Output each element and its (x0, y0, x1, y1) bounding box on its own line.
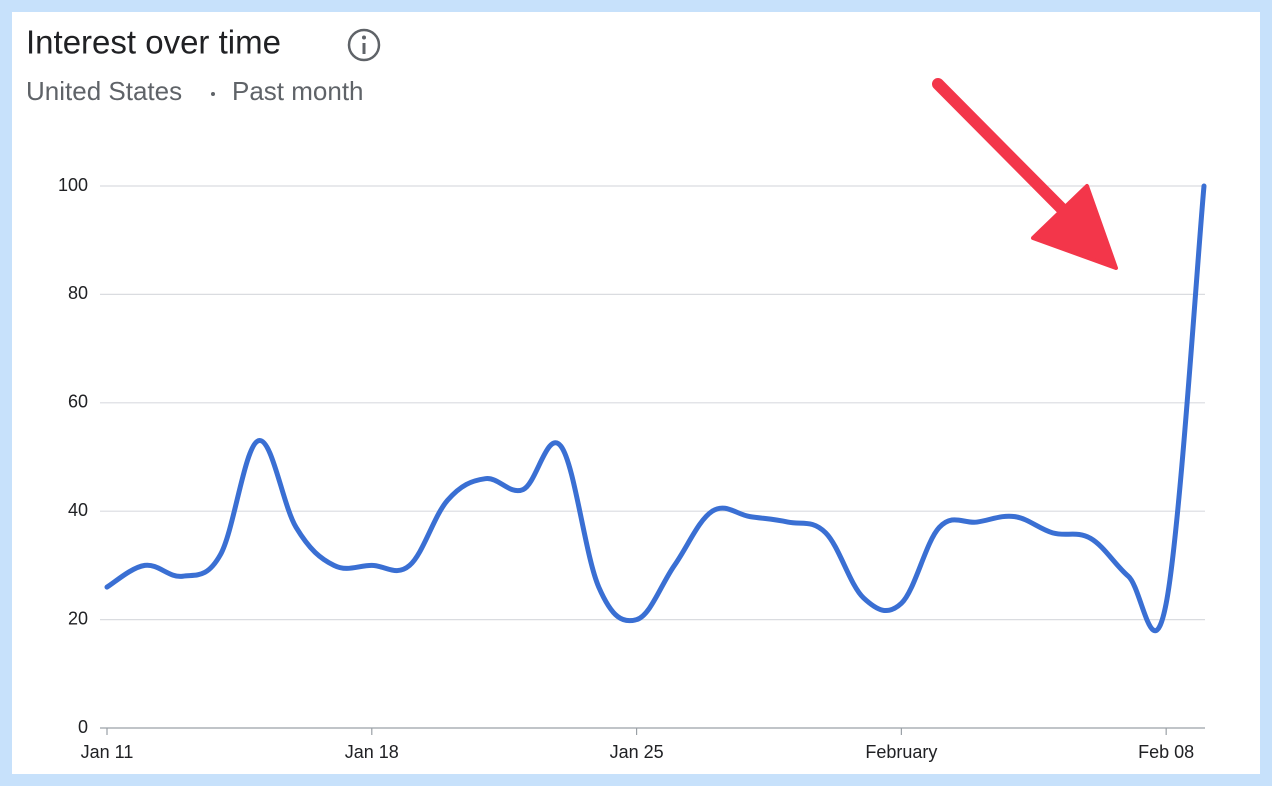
x-tick-label: February (865, 742, 937, 762)
y-tick-label: 20 (68, 608, 88, 628)
plot: 0 20 40 60 80 100 Jan 11 Jan 18 Jan 25 February Fe… (58, 175, 1207, 762)
x-tick-label: Jan 11 (81, 742, 134, 762)
line (104, 183, 1207, 634)
x-tick-label: Jan 18 (345, 742, 399, 762)
red-arrow (932, 78, 1118, 270)
chart-title: Interest over time (26, 24, 281, 61)
location: United States (26, 76, 182, 106)
x-tick-label: Feb 08 (1138, 742, 1194, 762)
y-tick-label: 80 (68, 283, 88, 303)
y-tick-label: 100 (58, 175, 88, 195)
x-tick-label: Jan 25 (610, 742, 664, 762)
y-tick-label: 40 (68, 500, 88, 520)
separator (211, 92, 215, 96)
period: Past month (232, 76, 364, 106)
y-tick-label: 60 (68, 392, 88, 412)
info-icon[interactable] (347, 28, 381, 62)
card (12, 12, 1260, 774)
y-tick-label: 0 (78, 717, 88, 737)
